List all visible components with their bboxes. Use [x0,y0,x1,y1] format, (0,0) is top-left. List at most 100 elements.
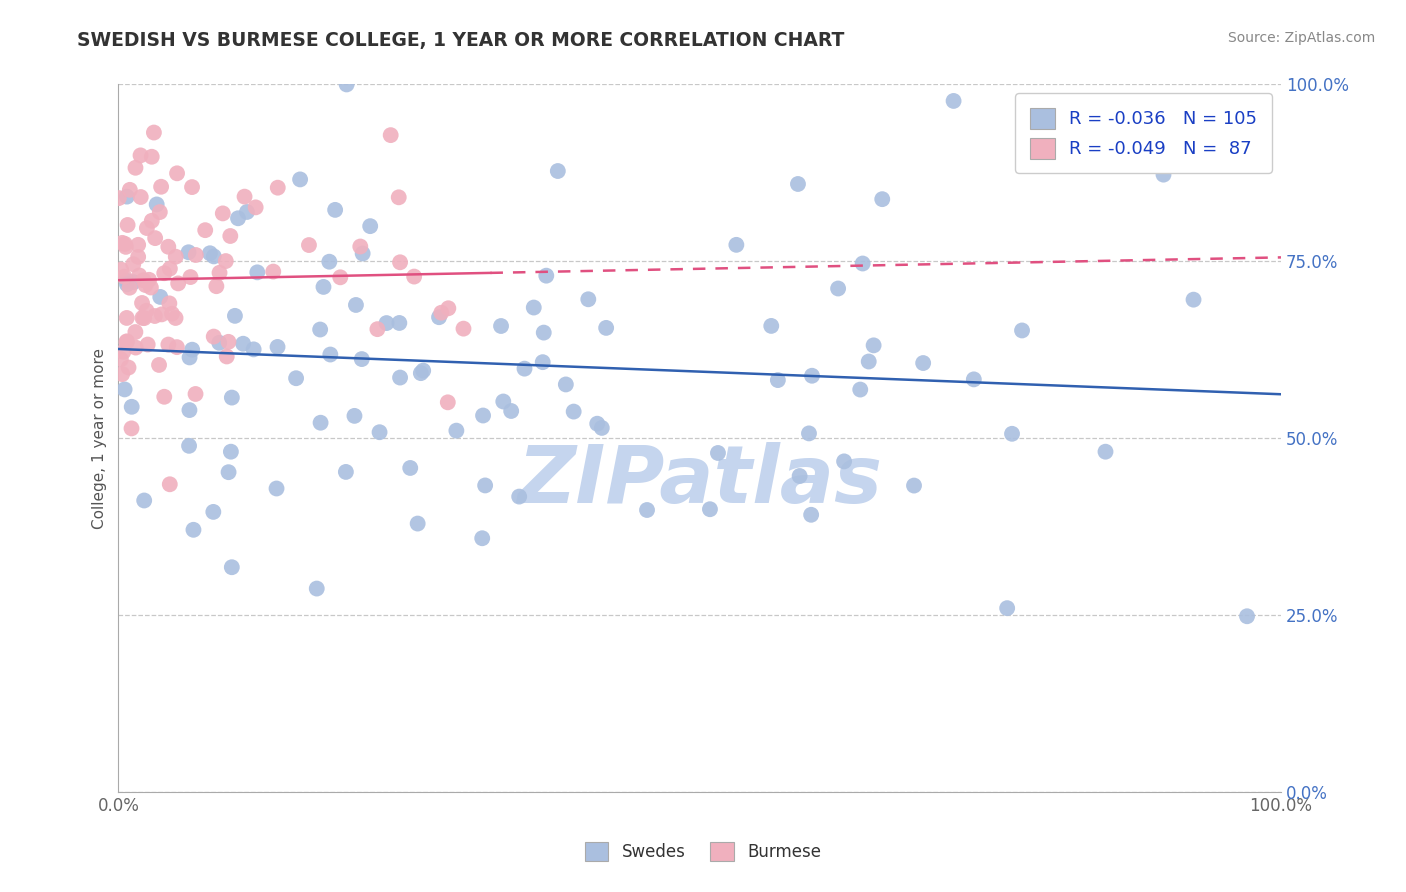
Point [122,275,145,289]
Point [350,352,373,367]
Point [437,301,460,316]
Point [143,231,166,245]
Point [318,254,340,268]
Point [177,245,200,260]
Point [159,477,181,491]
Point [1094,444,1116,458]
Point [430,306,453,320]
Point [150,179,173,194]
Point [591,421,613,435]
Point [149,205,172,219]
Point [115,274,138,288]
Point [336,78,359,92]
Point [344,298,367,312]
Point [111,235,134,250]
Point [219,444,242,458]
Point [194,223,217,237]
Point [114,236,136,251]
Point [576,293,599,307]
Point [471,531,494,545]
Point [533,326,555,340]
Point [288,172,311,186]
Point [388,316,411,330]
Point [266,340,288,354]
Point [404,269,426,284]
Point [117,218,139,232]
Point [359,219,381,234]
Point [531,355,554,369]
Point [148,358,170,372]
Point [183,523,205,537]
Point [245,200,267,214]
Point [492,394,515,409]
Point [208,266,231,280]
Point [562,404,585,418]
Point [121,400,143,414]
Point [436,395,458,409]
Legend: R = -0.036   N = 105, R = -0.049   N =  87: R = -0.036 N = 105, R = -0.049 N = 87 [1015,94,1272,173]
Point [115,334,138,349]
Point [165,250,187,264]
Point [380,128,402,142]
Point [134,493,156,508]
Point [142,126,165,140]
Point [141,150,163,164]
Point [870,192,893,206]
Point [221,560,243,574]
Point [832,454,855,468]
Point [595,321,617,335]
Point [329,270,352,285]
Point [412,363,434,377]
Point [110,262,132,277]
Point [112,269,135,284]
Point [233,189,256,203]
Point [118,183,141,197]
Point [115,240,138,254]
Point [858,354,880,368]
Point [115,189,138,203]
Point [472,409,495,423]
Point [132,311,155,326]
Point [312,280,335,294]
Point [149,290,172,304]
Point [352,246,374,260]
Point [138,273,160,287]
Point [128,268,150,283]
Point [586,417,609,431]
Point [157,240,180,254]
Point [124,325,146,339]
Point [218,465,240,479]
Point [800,508,823,522]
Point [335,465,357,479]
Text: ZIPatlas: ZIPatlas [517,442,882,519]
Point [232,336,254,351]
Point [388,190,411,204]
Point [305,582,328,596]
Point [399,461,422,475]
Point [508,490,530,504]
Point [184,387,207,401]
Point [167,277,190,291]
Point [242,343,264,357]
Point [226,211,249,226]
Point [266,482,288,496]
Point [145,197,167,211]
Point [474,478,496,492]
Point [117,360,139,375]
Point [489,318,512,333]
Point [1153,168,1175,182]
Point [205,279,228,293]
Point [319,347,342,361]
Point [725,237,748,252]
Point [135,303,157,318]
Point [766,373,789,387]
Point [536,268,558,283]
Point [129,148,152,162]
Point [349,239,371,253]
Point [761,318,783,333]
Point [211,206,233,220]
Point [446,424,468,438]
Point [285,371,308,385]
Point [409,366,432,380]
Point [202,505,225,519]
